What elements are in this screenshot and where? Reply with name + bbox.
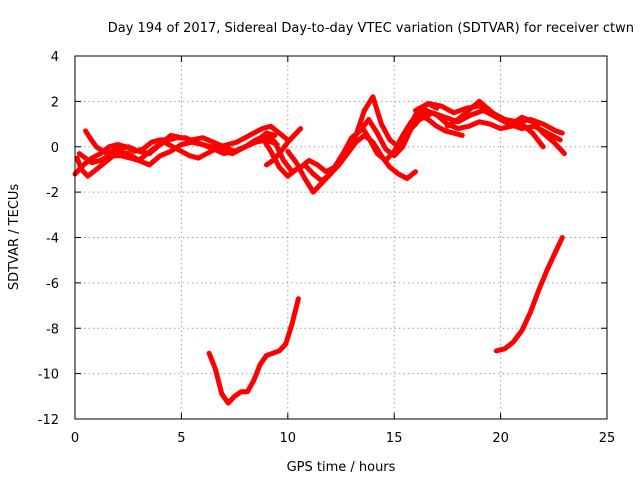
x-tick-label: 5 — [177, 431, 185, 446]
series-arc-h — [264, 126, 304, 168]
grid — [75, 56, 607, 419]
y-tick-label: -6 — [46, 277, 59, 292]
y-tick-label: -12 — [38, 413, 59, 428]
series-arc-d — [74, 130, 278, 179]
series-arc-o — [493, 235, 565, 354]
y-tick-label: 0 — [51, 141, 59, 156]
y-tick-label: -10 — [38, 368, 59, 383]
axis-ticks: 0 5 10 15 20 25 -12 -10 -8 -6 -4 -2 0 2 4 — [38, 50, 616, 446]
x-tick-label: 0 — [71, 431, 79, 446]
x-tick-label: 10 — [280, 431, 297, 446]
x-tick-label: 25 — [599, 431, 616, 446]
y-tick-label: 4 — [51, 50, 59, 65]
y-axis-label: SDTVAR / TECUs — [7, 184, 22, 291]
chart-title: Day 194 of 2017, Sidereal Day-to-day VTE… — [108, 21, 634, 36]
y-tick-label: 2 — [51, 95, 59, 110]
x-tick-label: 15 — [386, 431, 403, 446]
series-arc-l — [444, 98, 567, 157]
x-tick-label: 20 — [492, 431, 509, 446]
y-tick-label: -2 — [46, 186, 59, 201]
y-tick-label: -4 — [46, 232, 59, 247]
plot-series — [72, 94, 567, 406]
x-axis-label: GPS time / hours — [287, 460, 396, 475]
series-arc-g — [285, 132, 418, 195]
series-arc-n — [206, 296, 301, 406]
y-tick-label: -8 — [46, 322, 59, 337]
series-arc-m — [402, 107, 546, 150]
series-arc-i — [357, 112, 465, 163]
